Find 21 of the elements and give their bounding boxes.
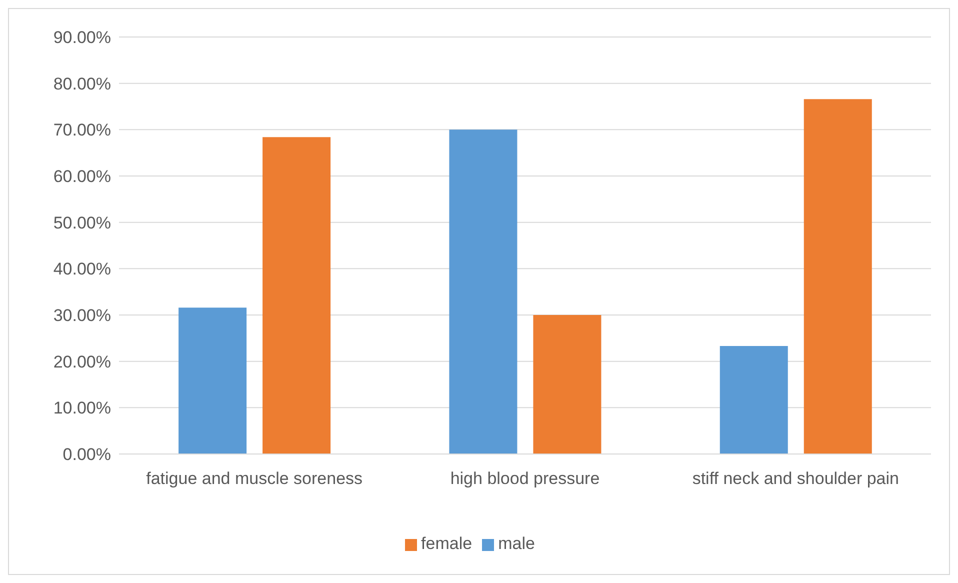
bar xyxy=(449,130,518,454)
bar xyxy=(533,315,602,454)
y-tick-label: 10.00% xyxy=(53,398,111,418)
y-tick-label: 30.00% xyxy=(53,306,111,326)
x-tick-label: high blood pressure xyxy=(450,469,600,488)
y-tick-label: 0.00% xyxy=(62,445,111,464)
y-tick-label: 80.00% xyxy=(53,74,111,94)
legend-label: female xyxy=(421,534,472,553)
y-tick-label: 60.00% xyxy=(53,167,111,186)
y-tick-label: 20.00% xyxy=(53,352,111,372)
y-tick-label: 70.00% xyxy=(53,120,111,140)
bar xyxy=(178,308,247,454)
y-tick-label: 90.00% xyxy=(53,28,111,48)
legend-label: male xyxy=(498,534,535,553)
x-tick-label: fatigue and muscle soreness xyxy=(146,469,363,488)
bar xyxy=(720,346,788,454)
bar xyxy=(804,99,872,454)
x-tick-label: stiff neck and shoulder pain xyxy=(692,469,899,488)
y-tick-label: 50.00% xyxy=(53,213,111,232)
y-tick-label: 40.00% xyxy=(53,260,111,279)
bar xyxy=(262,137,331,454)
